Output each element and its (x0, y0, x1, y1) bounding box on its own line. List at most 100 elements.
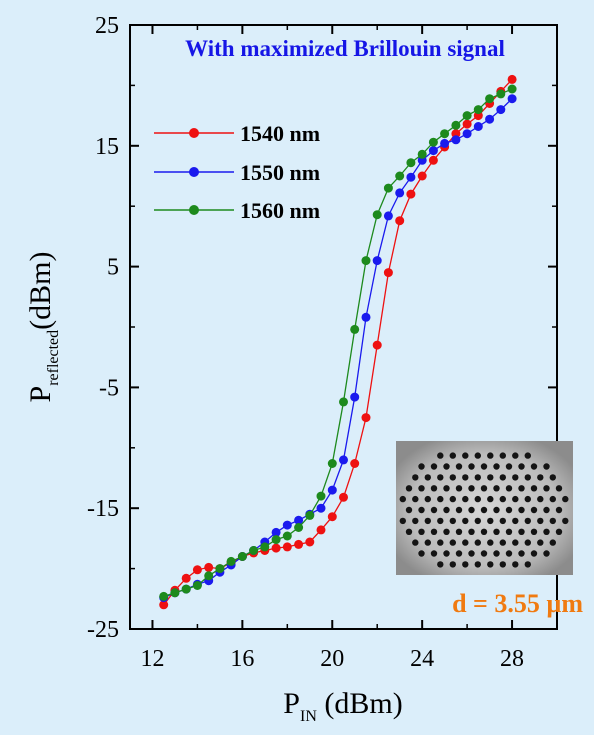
air-hole (424, 517, 431, 525)
air-hole (462, 561, 469, 568)
data-point (451, 135, 461, 145)
data-point (361, 256, 371, 266)
air-hole (443, 506, 450, 514)
air-hole (499, 474, 506, 481)
air-hole (487, 474, 494, 481)
air-hole (499, 495, 506, 503)
air-hole (524, 474, 531, 481)
legend-label-1540: 1540 nm (240, 121, 320, 146)
air-hole (518, 463, 525, 470)
air-hole (543, 550, 550, 557)
air-hole (505, 463, 513, 470)
data-point (428, 155, 438, 165)
air-hole (537, 474, 544, 481)
air-hole (424, 474, 431, 481)
x-tick-labels: 12 16 20 24 28 (140, 646, 524, 672)
legend-label-1560: 1560 nm (240, 198, 320, 223)
air-hole (549, 517, 556, 525)
air-hole (480, 506, 488, 514)
data-point (305, 537, 315, 547)
data-point (383, 268, 393, 278)
y-tick-label: -5 (99, 375, 119, 401)
y-tick-label: 15 (95, 134, 119, 160)
data-point (361, 312, 371, 322)
x-tick-label: 16 (230, 646, 254, 672)
data-point (249, 546, 259, 555)
air-hole (418, 485, 425, 492)
inset-air-holes (399, 452, 569, 568)
data-point (383, 211, 393, 221)
data-point (440, 129, 450, 139)
air-hole (524, 452, 531, 459)
x-axis-title: PIN (dBm) (283, 687, 402, 725)
air-hole (418, 463, 425, 470)
air-hole (480, 550, 488, 557)
air-hole (443, 550, 450, 557)
legend-marker-1540 (189, 128, 199, 138)
legend-marker-1550 (189, 167, 199, 177)
data-point (395, 188, 405, 198)
data-point (350, 392, 360, 402)
data-point (282, 520, 292, 530)
y-tick-label: -15 (87, 496, 119, 522)
data-point (226, 556, 236, 566)
air-hole (530, 550, 538, 557)
data-point (462, 129, 472, 139)
air-hole (455, 485, 463, 492)
data-point (316, 503, 326, 513)
air-hole (518, 506, 525, 514)
air-hole (437, 517, 444, 525)
data-point (316, 491, 326, 501)
air-hole (449, 539, 456, 546)
data-point (339, 397, 348, 407)
data-point (462, 111, 472, 121)
air-hole (455, 550, 463, 557)
air-hole (505, 506, 513, 514)
y-tick-labels: -25 -15 -5 5 15 25 (87, 13, 119, 643)
air-hole (499, 561, 506, 568)
air-hole (480, 528, 488, 535)
air-hole (474, 452, 481, 459)
data-point (327, 485, 337, 495)
air-hole (537, 495, 544, 503)
air-hole (449, 495, 456, 503)
air-hole (430, 463, 438, 470)
data-point (215, 564, 225, 574)
data-point (159, 591, 169, 601)
air-hole (549, 495, 556, 503)
legend-marker-1560 (189, 205, 199, 215)
air-hole (468, 506, 475, 514)
x-tick-label: 20 (320, 646, 344, 672)
data-point (406, 158, 416, 168)
air-hole (512, 452, 519, 459)
air-hole (499, 517, 506, 525)
air-hole (524, 539, 531, 546)
air-hole (562, 495, 569, 503)
air-hole (437, 495, 444, 503)
data-point (181, 573, 191, 583)
data-point (406, 172, 416, 182)
data-point (204, 562, 214, 572)
air-hole (418, 506, 425, 514)
air-hole (543, 528, 550, 535)
data-point (473, 105, 483, 115)
x-tick-label: 28 (500, 646, 524, 672)
air-hole (555, 485, 563, 492)
air-hole (543, 463, 550, 470)
air-hole (474, 495, 481, 503)
data-point (507, 74, 517, 84)
air-hole (493, 550, 500, 557)
air-hole (518, 528, 525, 535)
data-point (339, 455, 348, 465)
air-hole (530, 463, 538, 470)
air-hole (493, 485, 500, 492)
y-axis-title-sub: reflected (45, 330, 62, 386)
air-hole (437, 474, 444, 481)
air-hole (455, 463, 463, 470)
x-axis-title-sub: IN (300, 708, 317, 725)
air-hole (430, 550, 438, 557)
air-hole (487, 539, 494, 546)
legend: 1540 nm 1550 nm 1560 nm (154, 121, 320, 223)
air-hole (512, 561, 519, 568)
air-hole (562, 517, 569, 525)
